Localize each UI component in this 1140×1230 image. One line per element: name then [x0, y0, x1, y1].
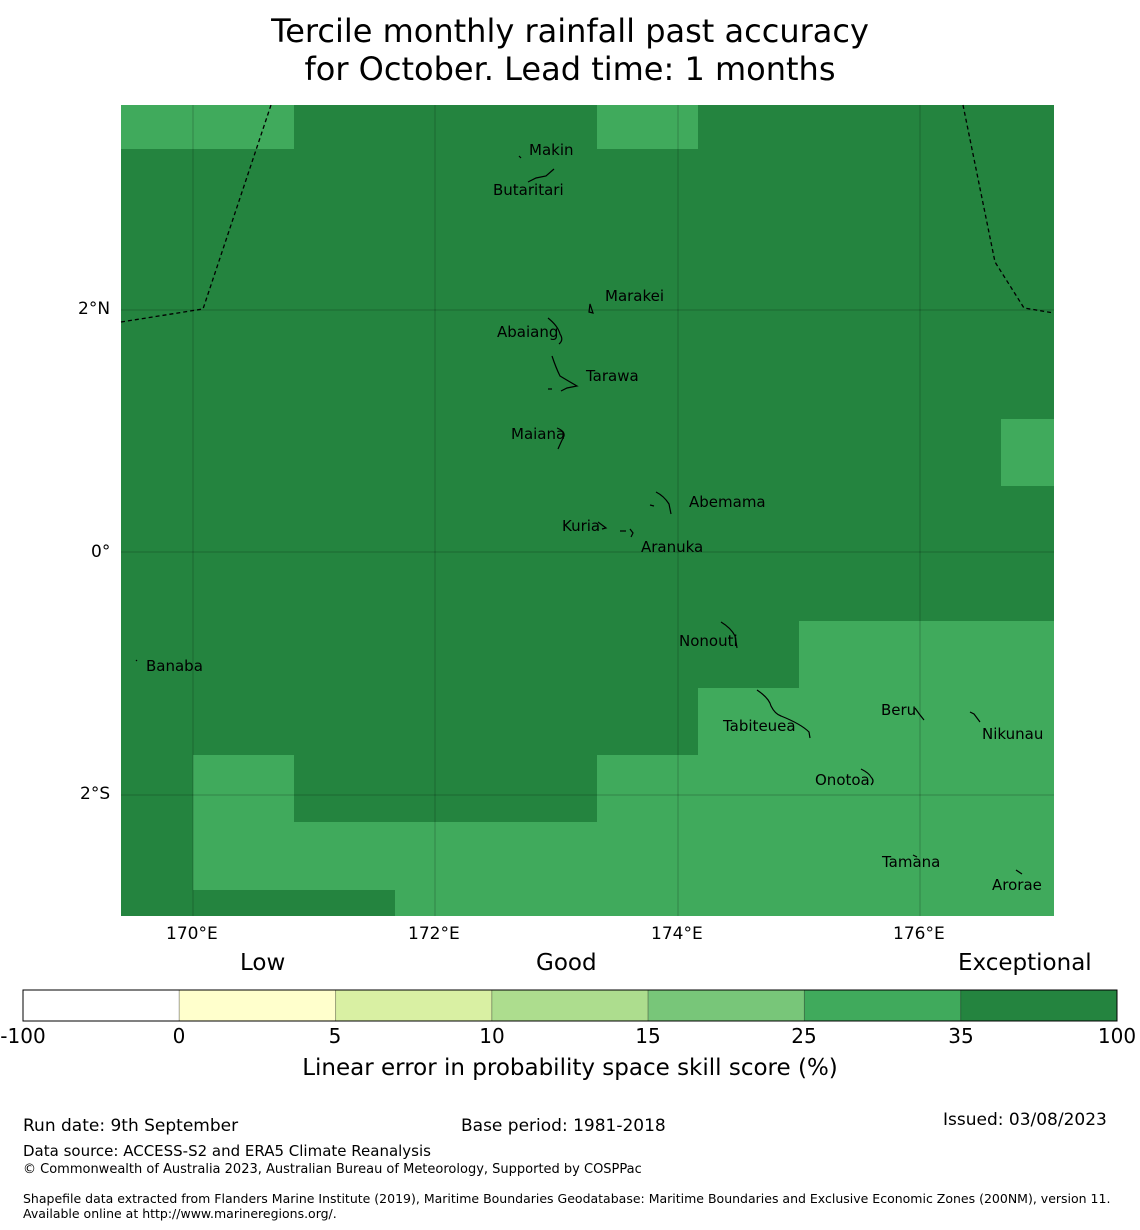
island-label: Banaba: [146, 657, 203, 675]
island-label: Tamana: [881, 853, 940, 871]
colorbar-swatch: [178, 989, 337, 1022]
island-label: Aranuka: [641, 538, 703, 556]
island-label: Tarawa: [585, 367, 639, 385]
eez-boundary: [120, 104, 1055, 323]
skill-cells-very-good: [121, 105, 1054, 916]
data-source: Data source: ACCESS-S2 and ERA5 Climate …: [23, 1142, 431, 1160]
lon-label-176e: 176°E: [893, 924, 945, 944]
colorbar-swatch: [647, 989, 805, 1022]
lon-label-172e: 172°E: [408, 924, 460, 944]
lat-label-2s: 2°S: [80, 784, 111, 804]
issued-date: Issued: 03/08/2023: [943, 1110, 1107, 1130]
island-outlines: [135, 155, 1023, 875]
colorbar-swatch: [960, 989, 1118, 1022]
colorbar-tick: -100: [0, 1024, 46, 1048]
lat-label-0: 0°: [91, 542, 111, 562]
colorbar-label: Linear error in probability space skill …: [302, 1055, 838, 1081]
colorbar-tick: 100: [1097, 1024, 1137, 1048]
colorbar-swatch: [491, 989, 649, 1022]
colorbar-swatch: [22, 989, 180, 1022]
lon-label-170e: 170°E: [166, 924, 218, 944]
colorbar-tick: 25: [791, 1024, 817, 1048]
island-label: Tabiteuea: [722, 717, 796, 735]
island-labels: Makin Butaritari Marakei Abaiang Tarawa …: [146, 141, 1043, 894]
island-label: Abaiang: [497, 323, 558, 341]
colorbar-category-good: Good: [536, 950, 597, 976]
colorbar-swatch: [335, 989, 493, 1022]
map-title-line-2: for October. Lead time: 1 months: [304, 50, 836, 88]
colorbar-tick: 15: [635, 1024, 661, 1048]
lat-label-2n: 2°N: [78, 299, 111, 319]
map-title-line-1: Tercile monthly rainfall past accuracy: [271, 12, 869, 50]
run-date: Run date: 9th September: [23, 1116, 239, 1136]
island-label: Onotoa: [815, 771, 870, 789]
island-label: Maiana: [511, 425, 565, 443]
copyright: © Commonwealth of Australia 2023, Austra…: [23, 1162, 642, 1177]
colorbar-category-exceptional: Exceptional: [958, 950, 1092, 976]
island-label: Abemama: [689, 493, 766, 511]
colorbar: [22, 989, 1118, 1022]
lon-label-174e: 174°E: [651, 924, 703, 944]
island-label: Marakei: [605, 287, 664, 305]
island-label: Arorae: [992, 876, 1042, 894]
colorbar-category-low: Low: [240, 950, 286, 976]
colorbar-tick: 5: [328, 1024, 342, 1048]
island-label: Kuria: [562, 517, 600, 535]
graticule: [121, 105, 1054, 916]
shapefile-credit: Shapefile data extracted from Flanders M…: [23, 1191, 1111, 1221]
colorbar-tick: 0: [172, 1024, 186, 1048]
island-label: Butaritari: [493, 181, 564, 199]
base-period: Base period: 1981-2018: [461, 1116, 666, 1136]
island-label: Nikunau: [982, 725, 1043, 743]
colorbar-tick: 10: [479, 1024, 505, 1048]
colorbar-tick: 35: [948, 1024, 974, 1048]
skill-map: Makin Butaritari Marakei Abaiang Tarawa …: [120, 104, 1055, 916]
island-label: Nonouti: [679, 632, 738, 650]
colorbar-swatch: [803, 989, 962, 1022]
island-label: Makin: [529, 141, 574, 159]
island-label: Beru: [881, 701, 916, 719]
